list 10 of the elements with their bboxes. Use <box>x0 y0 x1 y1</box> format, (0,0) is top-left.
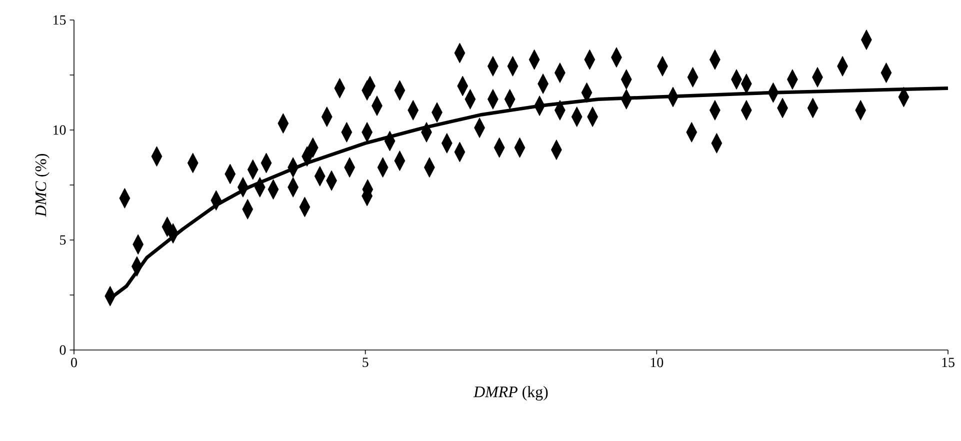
x-tick-label: 0 <box>71 358 77 368</box>
x-axis-title: DMRP (kg) <box>473 386 548 401</box>
y-tick-label: 5 <box>60 235 66 245</box>
y-tick-label: 0 <box>60 345 66 355</box>
x-tick-label: 5 <box>362 358 368 368</box>
y-axis-title: DMC (%) <box>34 154 50 217</box>
x-tick-label: 10 <box>650 358 664 368</box>
y-tick-label: 15 <box>54 15 66 25</box>
x-tick-label: 15 <box>942 358 954 368</box>
y-tick-label: 10 <box>54 125 66 135</box>
